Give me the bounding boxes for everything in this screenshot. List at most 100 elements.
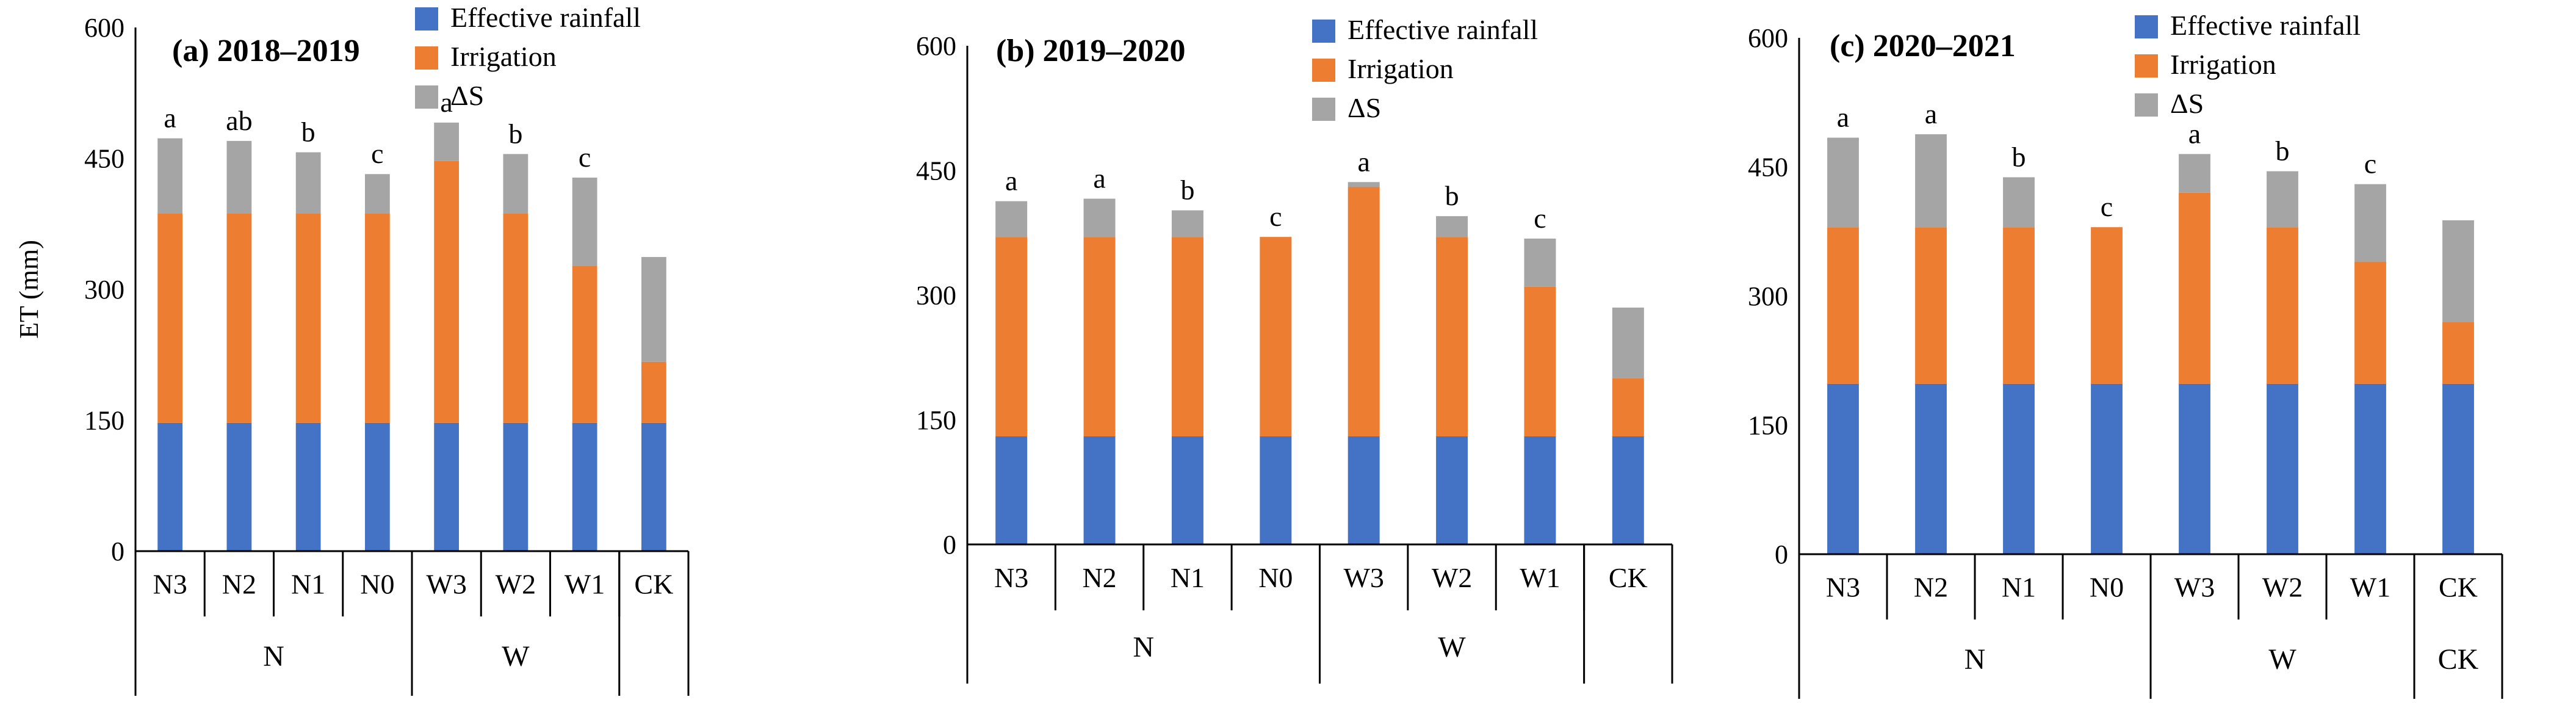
legend-label: Irrigation [450,41,557,72]
bar-irrigation-n1 [2003,227,2035,384]
category-label: W1 [1520,562,1560,593]
group-label: W [502,640,530,673]
bar-rain-n3 [995,436,1028,544]
legend-swatch-rain [415,7,438,31]
legend: Effective rainfall Irrigation ΔS [415,2,641,111]
significance-label: c [1269,201,1282,232]
bar-delta-s-n2 [226,140,252,214]
bar-rain-w1 [2354,383,2386,554]
significance-label: c [1534,203,1546,234]
legend-swatch-rain [2135,15,2158,38]
bar-delta-s-n2 [1083,198,1116,237]
bar-rain-n1 [1171,436,1203,544]
category-label: W2 [496,569,536,600]
bar-rain-ck [641,422,666,551]
y-tick-label: 150 [1748,411,1788,441]
y-tick-label: 300 [84,275,124,305]
bar-delta-s-w1 [2354,184,2386,262]
bar-delta-s-w3 [434,122,460,161]
bar-rain-n0 [1260,436,1292,544]
y-tick-label: 0 [1775,540,1788,569]
category-label: W1 [565,569,605,600]
significance-label: b [301,116,316,147]
bar-delta-s-ck [641,257,666,362]
y-tick-label: 450 [1748,153,1788,182]
bar-irrigation-w2 [1436,237,1468,436]
bar-delta-s-n1 [2003,177,2035,228]
legend-swatch-delta-s [415,85,438,109]
significance-label: a [440,87,452,118]
category-label: CK [2439,572,2478,603]
significance-label: b [1180,175,1194,206]
y-tick-label: 600 [84,13,124,43]
bar-delta-s-n3 [995,201,1028,237]
legend-swatch-rain [1312,20,1335,43]
significance-label: a [164,103,176,134]
bar-delta-s-w2 [503,154,529,214]
legend-label: Effective rainfall [450,2,641,33]
bar-irrigation-n0 [1260,237,1292,436]
bar-delta-s-w1 [572,177,597,266]
bar-delta-s-w3 [2179,154,2210,193]
category-label: N0 [1258,562,1293,593]
y-tick-label: 600 [1748,23,1788,53]
category-label: N0 [2090,572,2124,603]
legend-label: ΔS [450,80,484,111]
bar-delta-s-w2 [2267,171,2298,228]
significance-label: c [2364,148,2376,179]
bar-irrigation-w1 [1524,286,1556,436]
bar-rain-n2 [1915,383,1947,554]
category-label: N3 [153,569,187,600]
bar-delta-s-n1 [1171,210,1203,237]
bar-delta-s-n2 [1915,134,1947,228]
category-label: N1 [1171,562,1205,593]
y-tick-label: 300 [916,281,956,311]
bar-rain-n2 [1083,436,1116,544]
bar-irrigation-n3 [157,213,183,423]
legend-swatch-irrigation [1312,59,1335,82]
bar-irrigation-ck [2442,322,2474,384]
bar-irrigation-w3 [1348,187,1380,436]
bar-rain-w2 [503,422,529,551]
bar-rain-ck [2442,383,2474,554]
category-label: N0 [360,569,394,600]
bar-rain-w3 [434,422,460,551]
significance-label: a [1357,146,1369,177]
bar-delta-s-w2 [1436,216,1468,237]
bar-delta-s-w1 [1524,238,1556,287]
group-label: N [1964,643,1986,676]
chart-title: (b) 2019–2020 [996,34,1186,68]
legend-swatch-delta-s [1312,98,1335,121]
significance-label: a [1093,163,1105,194]
legend: Effective rainfall Irrigation ΔS [1312,14,1538,123]
category-label: CK [634,569,673,600]
y-tick-label: 150 [84,406,124,436]
bar-irrigation-n1 [295,213,321,423]
legend-label: ΔS [1348,92,1381,123]
bar-irrigation-n0 [364,213,390,423]
significance-label: b [1445,180,1459,211]
group-label: CK [2438,643,2479,676]
legend-label: Effective rainfall [2170,10,2361,41]
bar-delta-s-n0 [364,174,390,214]
bar-rain-w3 [1348,436,1380,544]
y-tick-label: 150 [916,405,956,435]
chart-panel-2: 0 150 300 450 600 a N3 a N2 b N1 c N0 a W3 b W2 c W1 CK N W (b… [916,14,1673,684]
legend-label: Irrigation [1348,53,1454,84]
y-axis-label: ET (mm) [14,240,44,339]
bar-irrigation-w1 [572,266,597,423]
chart-title: (a) 2018–2019 [172,34,360,68]
bar-delta-s-n3 [157,138,183,214]
bar-irrigation-w2 [503,213,529,423]
bar-delta-s-n3 [1827,137,1859,228]
legend-swatch-irrigation [415,46,438,70]
bar-rain-n0 [2091,383,2123,554]
bar-rain-w2 [2267,383,2298,554]
significance-label: a [1925,98,1937,129]
bar-delta-s-n1 [295,152,321,214]
category-label: N2 [222,569,256,600]
chart-panel-1: 0 150 300 450 600 ET (mm) a N3 ab N2 b N1 c N0 a W3 b W2 c… [14,2,690,696]
bar-irrigation-w3 [2179,192,2210,384]
